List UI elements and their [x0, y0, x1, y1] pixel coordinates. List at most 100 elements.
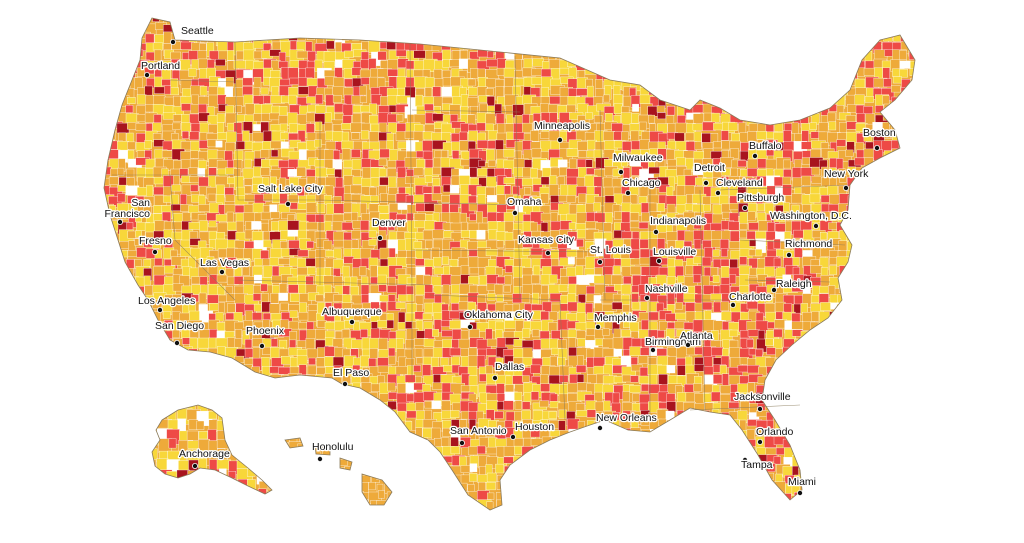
county-cell	[215, 384, 223, 393]
county-cell	[441, 400, 451, 413]
county-cell	[847, 447, 859, 459]
county-cell	[604, 482, 619, 495]
county-cell	[821, 447, 828, 462]
county-cell	[873, 475, 884, 483]
county-cell	[612, 456, 623, 471]
county-cell	[134, 465, 144, 476]
county-cell	[737, 42, 746, 51]
county-cell	[370, 455, 378, 463]
county-cell	[675, 23, 684, 36]
county-cell	[325, 94, 335, 106]
county-cell	[361, 122, 371, 132]
county-cell	[425, 239, 433, 249]
county-cell	[604, 212, 613, 224]
county-cell	[405, 18, 416, 23]
county-cell	[198, 140, 209, 149]
county-cell	[658, 374, 668, 386]
county-cell	[818, 401, 826, 415]
county-cell	[551, 24, 562, 38]
county-cell	[755, 67, 765, 76]
county-cell	[649, 447, 657, 462]
county-cell	[793, 445, 800, 453]
county-cell	[638, 482, 651, 498]
county-cell	[134, 420, 145, 433]
county-cell	[117, 284, 130, 297]
county-cell	[685, 454, 695, 462]
county-cell	[317, 463, 329, 473]
county-cell	[809, 437, 819, 449]
county-cell	[361, 446, 375, 458]
county-cell	[621, 474, 631, 482]
county-cell	[873, 176, 886, 190]
county-cell	[180, 483, 189, 491]
county-cell	[809, 492, 825, 501]
county-cell	[710, 475, 718, 487]
county-cell	[632, 447, 645, 457]
county-cell	[710, 196, 721, 204]
county-cell	[227, 50, 235, 61]
county-cell	[152, 122, 162, 132]
county-cell	[613, 265, 621, 275]
county-cell	[847, 302, 862, 311]
county-cell	[550, 491, 565, 503]
county-cell	[900, 392, 910, 401]
county-cell	[764, 23, 775, 35]
county-cell	[315, 294, 324, 302]
county-cell	[891, 374, 902, 381]
county-cell	[657, 68, 668, 80]
county-cell	[216, 375, 227, 390]
county-cell	[836, 337, 849, 345]
county-cell	[289, 384, 298, 395]
county-cell	[558, 472, 566, 483]
county-cell	[216, 401, 226, 416]
county-cell	[801, 130, 809, 143]
county-cell	[693, 412, 702, 420]
county-cell	[504, 221, 514, 233]
county-cell	[892, 18, 905, 22]
county-cell	[296, 412, 310, 422]
county-cell	[116, 41, 131, 54]
county-cell	[595, 23, 609, 37]
county-cell	[731, 474, 739, 489]
county-cell	[143, 384, 157, 395]
county-cell	[540, 41, 551, 52]
county-cell	[757, 330, 765, 340]
county-cell	[702, 465, 717, 478]
county-cell	[503, 31, 518, 46]
county-cell	[595, 456, 610, 468]
county-cell	[233, 312, 243, 322]
county-cell	[892, 439, 900, 454]
county-cell	[901, 18, 912, 27]
county-cell	[370, 410, 383, 425]
county-cell	[272, 446, 283, 458]
county-cell	[415, 284, 425, 296]
county-cell	[684, 473, 693, 481]
county-cell	[801, 412, 809, 421]
county-cell	[432, 31, 443, 47]
county-cell	[361, 392, 369, 403]
county-cell	[503, 67, 516, 78]
county-cell	[713, 23, 725, 34]
county-cell	[812, 77, 827, 93]
county-cell	[413, 448, 423, 460]
county-cell	[595, 492, 608, 501]
county-cell	[360, 284, 370, 296]
county-cell	[676, 157, 686, 166]
county-cell	[667, 86, 680, 96]
county-cell	[128, 240, 136, 252]
county-cell	[253, 303, 262, 312]
county-cell	[774, 18, 790, 23]
county-cell	[351, 149, 361, 158]
county-cell	[306, 499, 317, 510]
county-cell	[713, 141, 722, 149]
county-cell	[837, 69, 850, 85]
county-cell	[260, 283, 268, 292]
county-cell	[865, 421, 877, 435]
county-cell	[665, 77, 677, 87]
county-cell	[793, 229, 804, 239]
county-cell	[189, 483, 202, 497]
county-cell	[810, 60, 821, 68]
county-cell	[324, 401, 337, 415]
county-cell	[125, 500, 139, 510]
county-cell	[387, 194, 396, 205]
